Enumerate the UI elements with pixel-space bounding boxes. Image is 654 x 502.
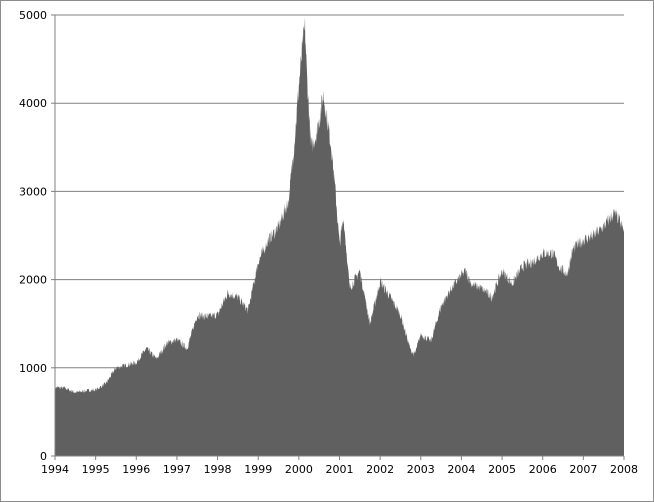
x-tick-label: 2005 xyxy=(488,463,516,476)
y-tick-label: 1000 xyxy=(19,362,47,375)
x-tick-label: 1996 xyxy=(122,463,150,476)
x-tick-label: 2001 xyxy=(326,463,354,476)
x-tick-label: 2004 xyxy=(447,463,475,476)
y-tick-label: 2000 xyxy=(19,274,47,287)
y-tick-labels: 0 1000 2000 3000 4000 5000 xyxy=(19,9,47,463)
x-tick-labels: 1994 1995 1996 1997 1998 1999 2000 2001 2002 2003… xyxy=(41,463,638,476)
x-tick-label: 2007 xyxy=(569,463,597,476)
x-tick-label: 1994 xyxy=(41,463,69,476)
y-tick-label: 0 xyxy=(40,450,47,463)
y-tick-label: 3000 xyxy=(19,185,47,198)
series-area xyxy=(55,17,624,456)
series-area-layer xyxy=(55,17,624,456)
x-tick-label: 2008 xyxy=(610,463,638,476)
x-tick-label: 1997 xyxy=(163,463,191,476)
x-tick-label: 1995 xyxy=(82,463,110,476)
x-tick-label: 2003 xyxy=(407,463,435,476)
y-tick-label: 5000 xyxy=(19,9,47,22)
x-tick-label: 1999 xyxy=(244,463,272,476)
axes xyxy=(51,14,625,460)
x-tick-label: 2006 xyxy=(529,463,557,476)
x-tick-label: 2000 xyxy=(285,463,313,476)
x-tick-label: 1998 xyxy=(204,463,232,476)
x-tick-label: 2002 xyxy=(366,463,394,476)
y-tick-label: 4000 xyxy=(19,97,47,110)
